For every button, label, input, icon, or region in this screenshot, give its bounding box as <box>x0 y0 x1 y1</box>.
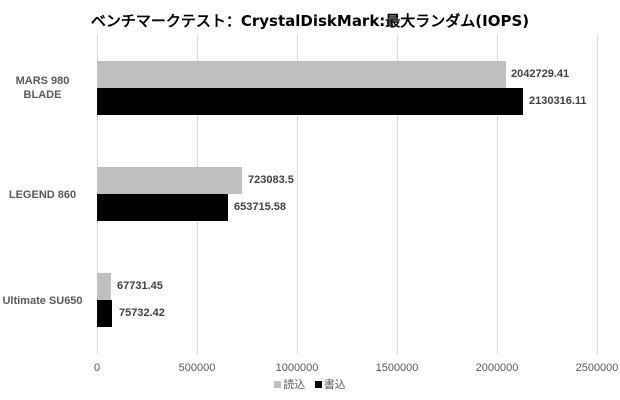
data-label: 67731.45 <box>117 280 163 292</box>
chart-title: ベンチマークテスト：CrystalDiskMark:最大ランダム(IOPS) <box>90 12 530 30</box>
gridline <box>597 34 598 354</box>
bar-ultimate-read <box>97 273 111 300</box>
x-tick: 0 <box>93 362 101 374</box>
legend-swatch-icon <box>314 380 322 388</box>
x-tick: 1000000 <box>275 362 319 374</box>
data-label: 2042729.41 <box>511 68 570 80</box>
legend: 読込 書込 <box>0 376 620 392</box>
data-label: 2130316.11 <box>529 95 587 107</box>
bar-mars-write <box>97 88 523 115</box>
x-tick: 2000000 <box>475 362 519 374</box>
data-label: 75732.42 <box>119 307 165 319</box>
bar-legend-write <box>97 194 228 221</box>
category-label-legend: LEGEND 860 <box>8 189 77 201</box>
data-label: 653715.58 <box>234 201 286 213</box>
x-tick: 500000 <box>178 362 216 374</box>
x-tick: 1500000 <box>375 362 419 374</box>
legend-item-write: 書込 <box>314 376 346 392</box>
bar-ultimate-write <box>97 300 113 327</box>
x-tick: 2500000 <box>575 362 619 374</box>
plot-area: 2042729.41 2130316.11 723083.5 653715.58… <box>97 34 598 354</box>
gridline <box>297 34 298 354</box>
legend-item-read: 読込 <box>274 376 305 392</box>
data-label: 723083.5 <box>248 174 294 186</box>
bar-legend-read <box>97 167 242 194</box>
category-label-ultimate: Ultimate SU650 <box>2 295 83 307</box>
bar-mars-read <box>97 61 506 88</box>
category-label-line: BLADE <box>23 89 62 101</box>
category-label-line: MARS 980 <box>15 75 70 87</box>
legend-label: 読込 <box>283 378 306 391</box>
category-label-mars: MARS 980 BLADE <box>0 74 90 102</box>
gridline <box>397 34 398 354</box>
gridline <box>497 34 498 354</box>
legend-label: 書込 <box>323 378 346 391</box>
legend-swatch-icon <box>274 380 282 388</box>
